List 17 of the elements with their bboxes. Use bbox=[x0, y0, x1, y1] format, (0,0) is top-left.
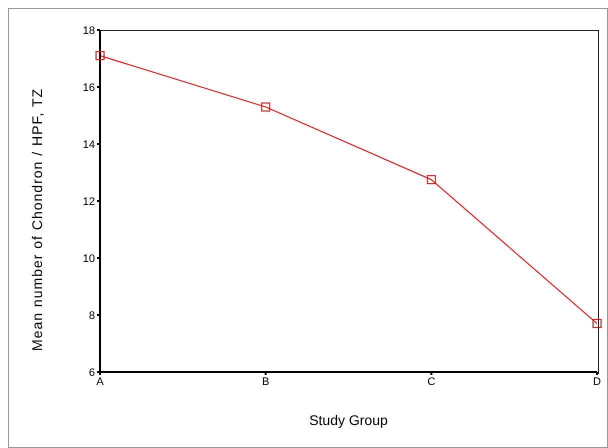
x-axis-title: Study Group bbox=[309, 412, 388, 428]
y-tick-label: 6 bbox=[88, 366, 95, 379]
y-tick-label: 10 bbox=[82, 252, 95, 265]
x-tick-label: C bbox=[427, 376, 436, 388]
point bbox=[96, 51, 104, 60]
point bbox=[426, 175, 436, 184]
y-tick-label: 18 bbox=[82, 24, 95, 37]
x-tick-label: B bbox=[262, 376, 270, 388]
x-tick-label: D bbox=[593, 376, 602, 388]
y-tick-label: 14 bbox=[82, 138, 95, 151]
y-tick-label: 12 bbox=[82, 196, 95, 208]
y-tick-label: 8 bbox=[88, 310, 95, 322]
y-axis-title: Mean number of Chondron / HPF, TZ bbox=[28, 88, 45, 351]
point bbox=[592, 319, 602, 328]
y-tick-label: 16 bbox=[82, 82, 95, 94]
point bbox=[261, 102, 270, 112]
x-tick-label: A bbox=[96, 376, 104, 388]
